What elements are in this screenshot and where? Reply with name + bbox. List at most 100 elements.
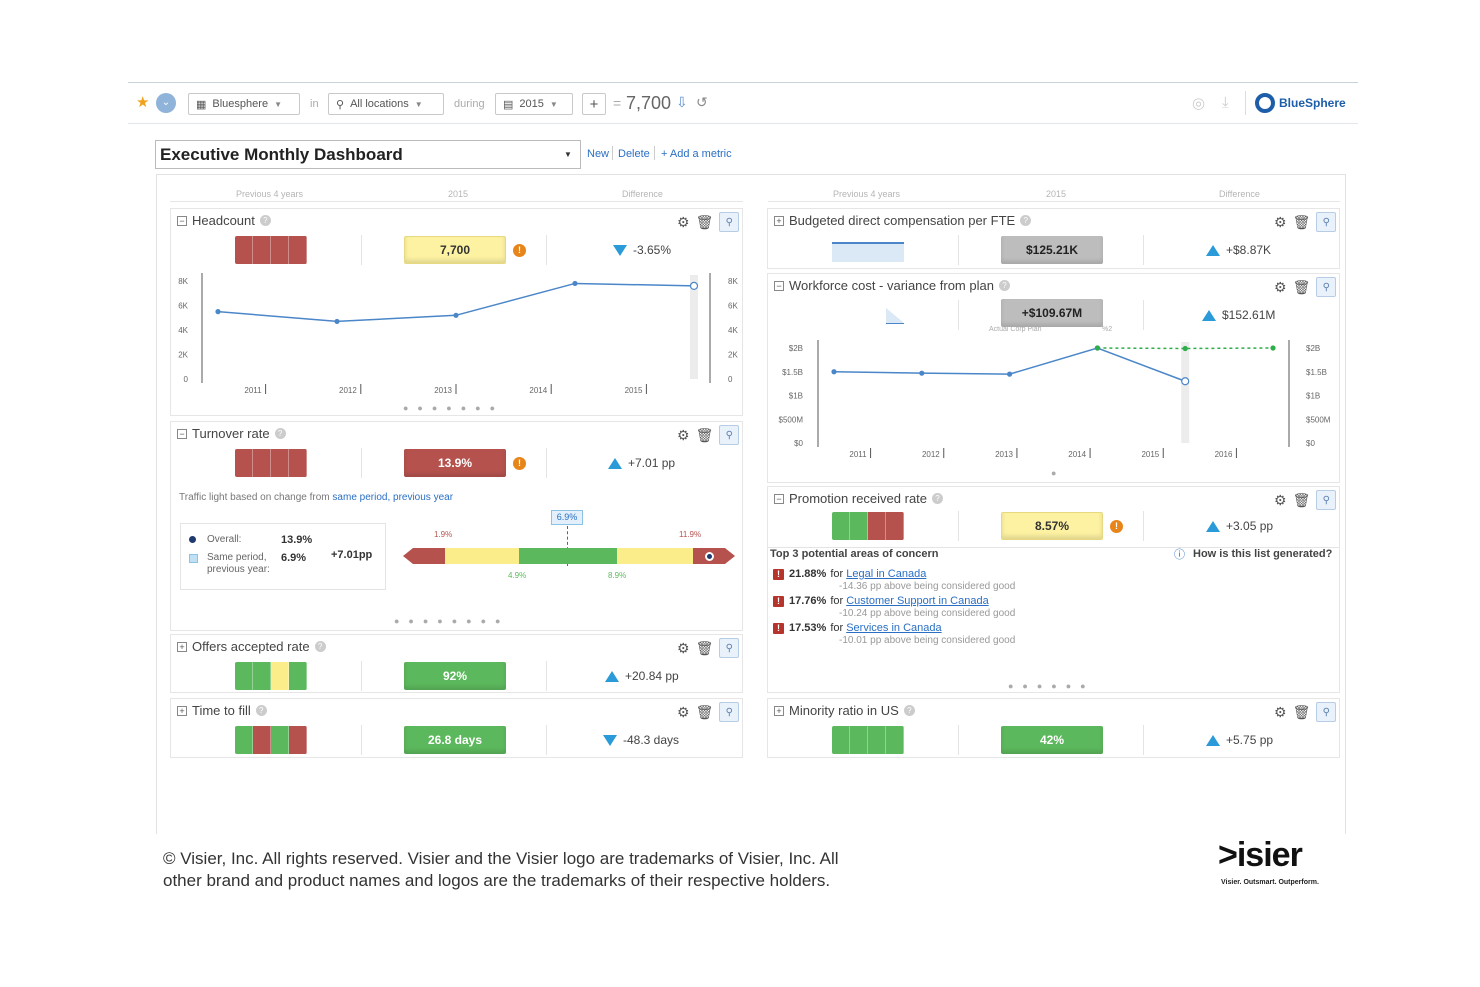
trash-icon[interactable]: 🗑: [1292, 278, 1311, 295]
delete-link[interactable]: Delete: [618, 148, 650, 160]
help-icon[interactable]: ?: [274, 428, 286, 439]
x-tick-label: 2015: [625, 386, 643, 395]
divider: [768, 547, 1339, 548]
data-point: [689, 281, 699, 290]
pagination-dots[interactable]: ●●●●●●●●: [394, 616, 510, 626]
gauge-yellow-high: [617, 548, 693, 564]
difference: +$8.87K: [1206, 243, 1271, 257]
location-select[interactable]: ⚲ All locations ▼: [328, 93, 444, 115]
year-select[interactable]: ▤ 2015 ▼: [495, 93, 573, 115]
current-value[interactable]: 26.8 days: [404, 726, 506, 754]
gear-icon[interactable]: ⚙: [677, 213, 690, 230]
current-value[interactable]: +$109.67M: [1001, 299, 1103, 327]
gear-icon[interactable]: ⚙: [677, 639, 690, 656]
gear-icon[interactable]: ⚙: [1274, 213, 1287, 230]
pagination-dots[interactable]: ●●●●●●●: [403, 403, 505, 413]
help-icon[interactable]: ?: [903, 705, 915, 716]
y-tick-label-left: 6K: [178, 302, 188, 311]
difference-value: +20.84 pp: [625, 669, 679, 683]
trash-icon[interactable]: 🗑: [695, 213, 714, 230]
y-tick-label-left: 4K: [178, 326, 188, 335]
gauge-red-low: [413, 548, 445, 564]
help-icon[interactable]: ?: [932, 493, 944, 504]
compass-icon[interactable]: ◎: [1192, 95, 1206, 112]
warning-icon[interactable]: !: [1110, 520, 1123, 533]
divider: [1143, 725, 1144, 755]
help-icon[interactable]: ?: [314, 641, 326, 652]
trash-icon[interactable]: 🗑: [1292, 213, 1311, 230]
dashboard-select[interactable]: Executive Monthly Dashboard ▼: [155, 140, 581, 169]
trash-icon[interactable]: 🗑: [695, 426, 714, 443]
star-icon[interactable]: ★: [136, 94, 150, 111]
divider: [546, 661, 547, 691]
concern-link[interactable]: Legal in Canada: [846, 568, 927, 580]
help-icon[interactable]: ?: [1020, 215, 1032, 226]
expand-icon[interactable]: +: [774, 215, 784, 226]
y-tick-label-left: 2K: [178, 351, 188, 360]
zoom-icon[interactable]: ⚲: [719, 212, 740, 232]
zoom-icon[interactable]: ⚲: [1316, 490, 1337, 510]
current-value[interactable]: 42%: [1001, 726, 1103, 754]
how-generated-link[interactable]: How is this list generated?: [1193, 548, 1333, 560]
zoom-icon[interactable]: ⚲: [719, 638, 740, 658]
trash-icon[interactable]: 🗑: [1292, 703, 1311, 720]
divider: [768, 201, 1340, 202]
expand-icon[interactable]: +: [177, 641, 187, 652]
warning-icon[interactable]: !: [513, 244, 526, 257]
zoom-icon[interactable]: ⚲: [1316, 212, 1337, 232]
collapse-icon[interactable]: −: [177, 215, 187, 226]
help-icon[interactable]: ?: [255, 705, 267, 716]
current-value[interactable]: $125.21K: [1001, 236, 1103, 264]
divider: [361, 235, 362, 265]
zoom-icon[interactable]: ⚲: [1316, 702, 1337, 722]
x-tick-label: 2011: [244, 386, 262, 395]
current-value[interactable]: 7,700: [404, 236, 506, 264]
gear-icon[interactable]: ⚙: [1274, 703, 1287, 720]
help-icon[interactable]: ?: [259, 215, 271, 226]
gauge-high-green: 8.9%: [608, 571, 627, 580]
download-icon[interactable]: ⤓: [1222, 94, 1229, 111]
add-filter-button[interactable]: +: [582, 93, 606, 115]
undo-icon[interactable]: ↺: [696, 94, 708, 110]
trash-icon[interactable]: 🗑: [695, 703, 714, 720]
collapse-icon[interactable]: −: [774, 493, 784, 504]
overall-label: Overall:: [207, 534, 242, 545]
current-value[interactable]: 13.9%: [404, 449, 506, 477]
difference: +7.01 pp: [608, 456, 675, 470]
pagination-dots[interactable]: ●: [1051, 468, 1066, 478]
zoom-icon[interactable]: ⚲: [1316, 277, 1337, 297]
zoom-icon[interactable]: ⚲: [719, 425, 740, 445]
gear-icon[interactable]: ⚙: [677, 426, 690, 443]
alert-icon: !: [773, 569, 784, 580]
divider: [1143, 511, 1144, 541]
current-value[interactable]: 92%: [404, 662, 506, 690]
gauge-current-dot: [705, 552, 714, 561]
new-link[interactable]: New: [587, 148, 610, 160]
gear-icon[interactable]: ⚙: [677, 703, 690, 720]
warning-icon[interactable]: !: [513, 457, 526, 470]
gear-icon[interactable]: ⚙: [1274, 491, 1287, 508]
pagination-dots[interactable]: ●●●●●●: [1008, 681, 1095, 691]
org-select[interactable]: ▦ Bluesphere ▼: [188, 93, 300, 115]
expand-icon[interactable]: +: [177, 705, 187, 716]
zoom-icon[interactable]: ⚲: [719, 702, 740, 722]
col-prev: Previous 4 years: [236, 189, 304, 199]
trash-icon[interactable]: 🗑: [1292, 491, 1311, 508]
copyright-line-2: other brand and product names and logos …: [163, 871, 831, 890]
same-period-link[interactable]: same period, previous year: [332, 492, 454, 503]
concern-link[interactable]: Services in Canada: [846, 622, 942, 634]
help-icon[interactable]: ?: [998, 280, 1010, 291]
gear-icon[interactable]: ⚙: [1274, 278, 1287, 295]
chevron-down-icon[interactable]: ⌄: [156, 93, 176, 113]
building-icon: ▦: [196, 98, 207, 111]
concern-link[interactable]: Customer Support in Canada: [846, 595, 989, 607]
up-arrow-icon: [1206, 244, 1220, 256]
collapse-icon[interactable]: −: [177, 428, 187, 439]
concern-item: ! 17.76% for Customer Support in Canada -10…: [773, 595, 1015, 619]
expand-icon[interactable]: +: [774, 705, 784, 716]
collapse-icon[interactable]: −: [774, 280, 784, 291]
info-icon[interactable]: ⓘ: [1174, 549, 1185, 561]
add-metric-link[interactable]: + Add a metric: [661, 148, 732, 160]
trash-icon[interactable]: 🗑: [695, 639, 714, 656]
current-value[interactable]: 8.57%: [1001, 512, 1103, 540]
